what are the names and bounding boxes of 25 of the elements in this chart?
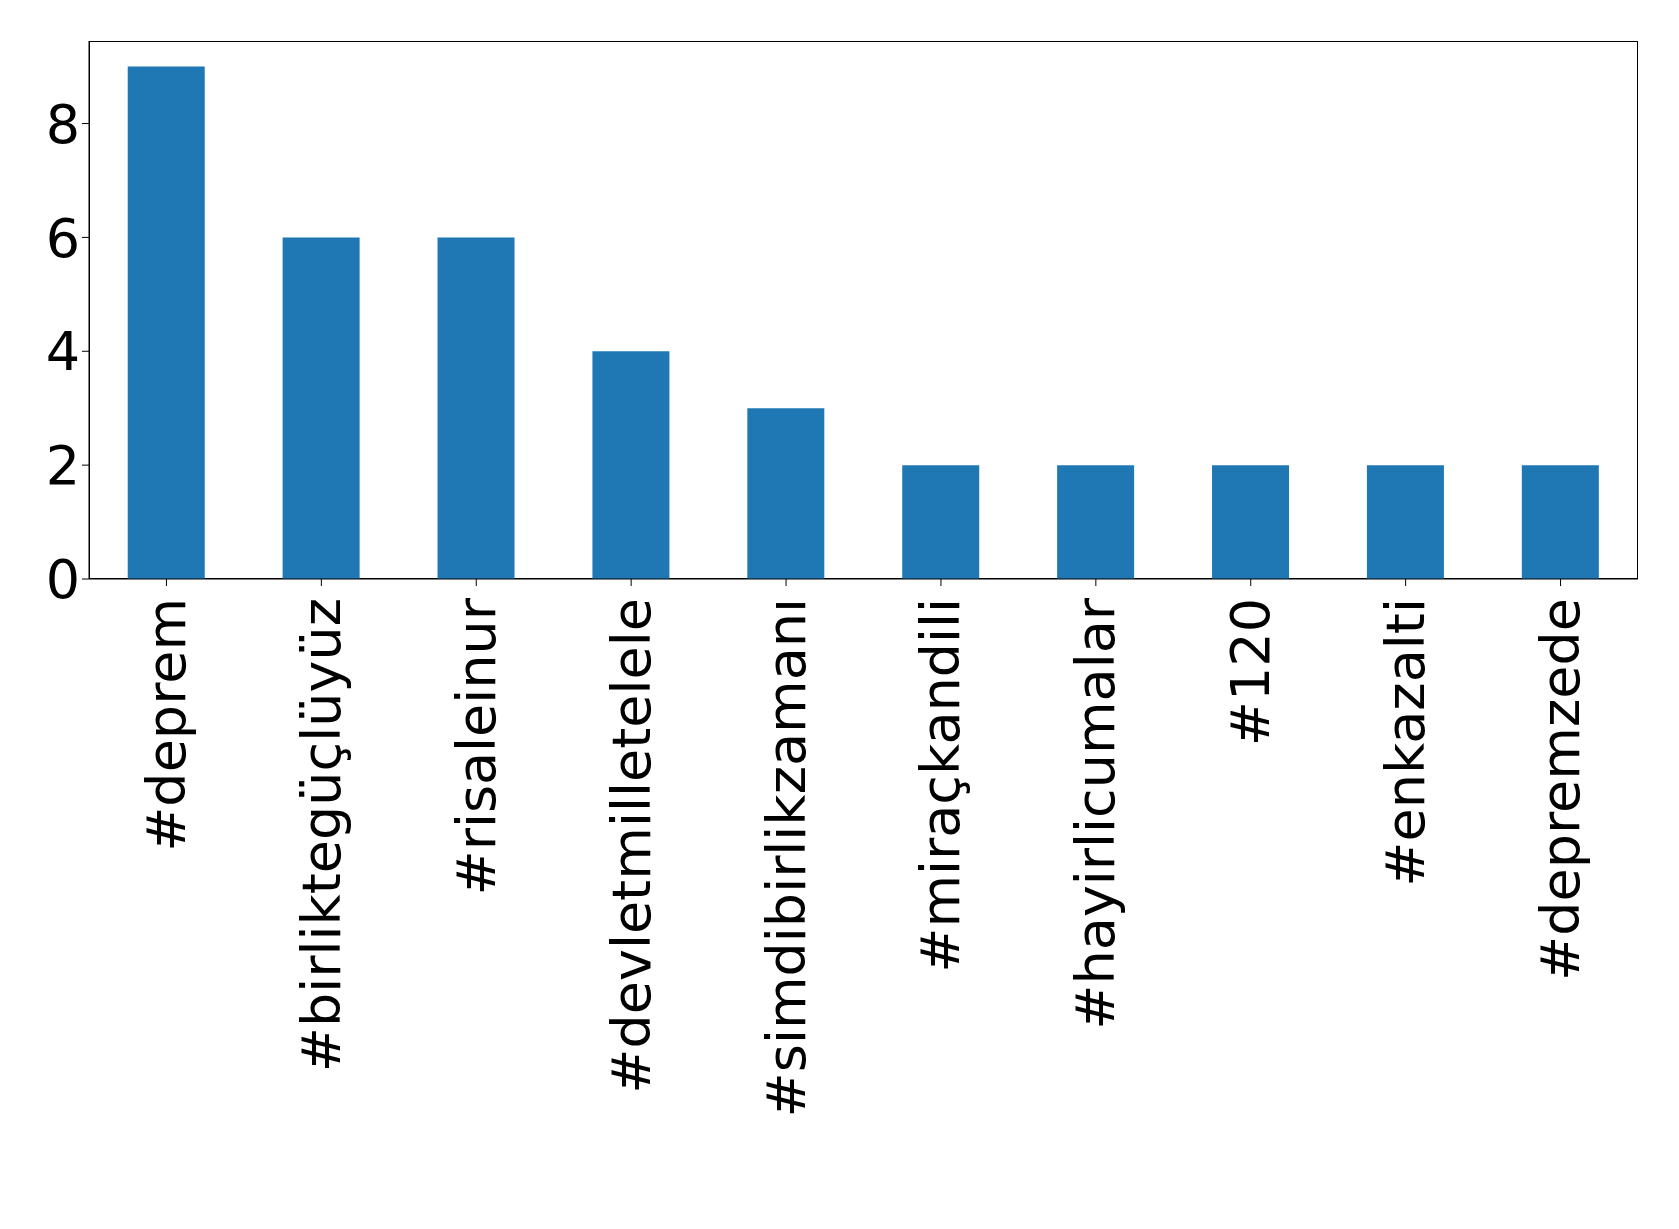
bar [747,408,825,579]
y-tick-label: 8 [45,92,80,156]
y-tick-label: 4 [45,320,80,384]
x-tick-label: #risaleinur [444,597,508,896]
x-tick-label: #birliktegüçlüyüz [289,598,353,1073]
x-tick-label: #miraçkandili [909,598,973,973]
x-tick-label: #hayirlicumalar [1064,597,1128,1030]
bar [1057,465,1135,579]
bar [592,351,670,579]
bar [1366,465,1444,579]
x-tick-label: #simdibirlikzamanı [754,598,818,1118]
x-tick-label: #enkazalti [1374,598,1438,887]
y-tick-label: 6 [45,206,80,270]
x-tick-label: #depremzede [1529,598,1593,981]
x-tick-label: #120 [1219,598,1283,747]
x-tick-label: #devletmilletelele [599,598,663,1094]
bar [437,237,515,579]
y-tick-label: 0 [45,548,80,612]
bar [1521,465,1599,579]
bar [282,237,360,579]
bar [127,66,205,579]
bar [902,465,980,579]
y-tick-label: 2 [45,434,80,498]
bar [1212,465,1290,579]
x-tick-label: #deprem [134,598,198,852]
